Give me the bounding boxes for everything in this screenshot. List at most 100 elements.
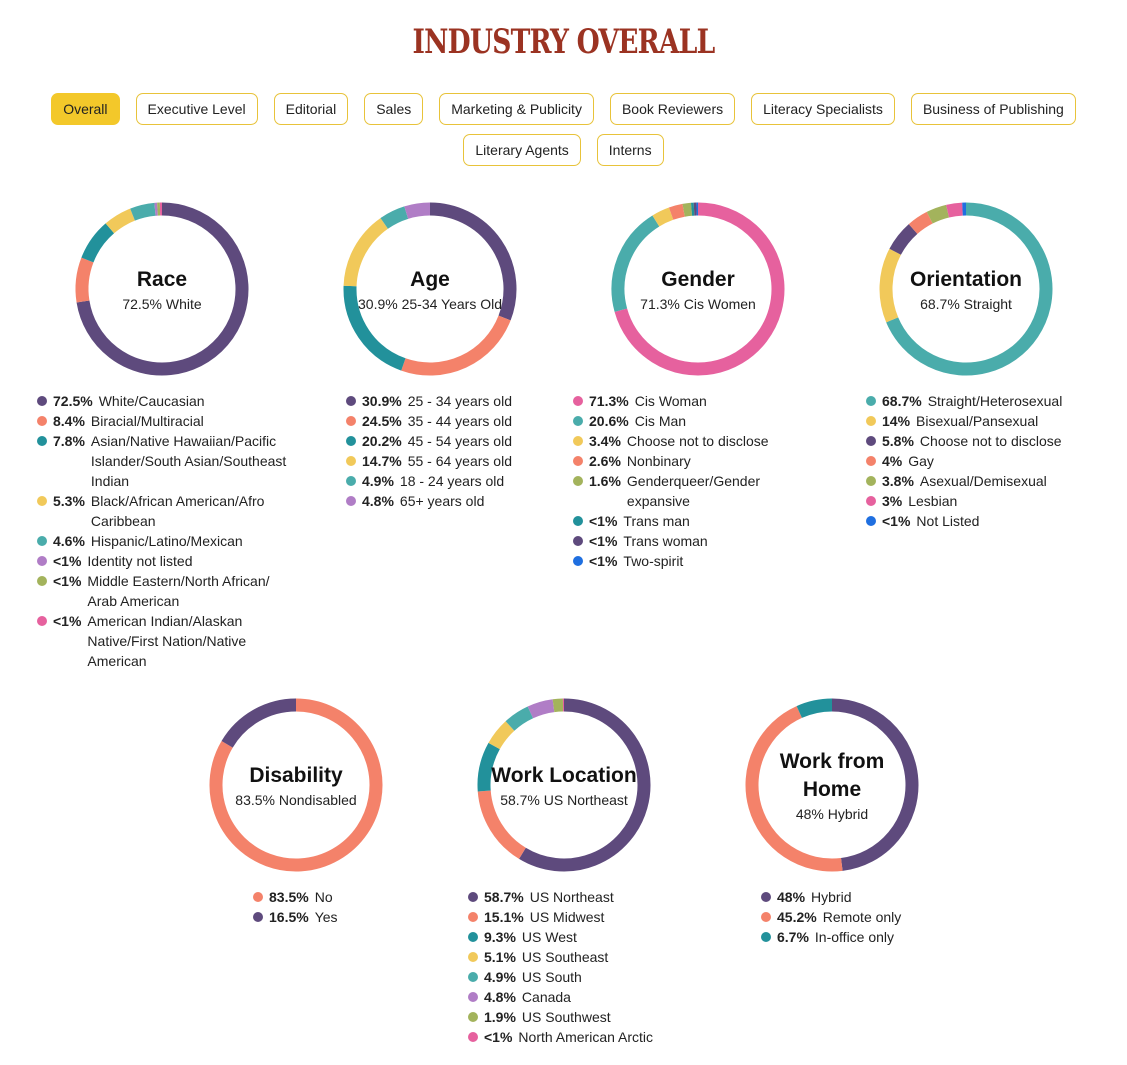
work-location-slice-us-southwest[interactable] (552, 698, 564, 713)
work-location-slice-us-south[interactable] (505, 706, 534, 731)
legend-percent: 6.7% (777, 929, 809, 945)
legend-percent: <1% (53, 613, 82, 629)
legend-label: White/Caucasian (98, 393, 205, 409)
disability-donut-center: Disability 83.5% Nondisabled (206, 695, 386, 875)
tab-sales[interactable]: Sales (364, 93, 424, 125)
disability-slice-no[interactable] (209, 698, 383, 872)
legend-item: 16.5% Yes (253, 907, 403, 927)
orientation-donut-center: Orientation 68.7% Straight (876, 199, 1056, 379)
age-slice-45-54-years-old[interactable] (343, 285, 406, 371)
legend-swatch (37, 396, 47, 406)
race-donut-svg (75, 202, 249, 376)
legend-percent: 20.6% (589, 413, 629, 429)
gender-slice-cis-woman[interactable] (614, 202, 785, 376)
legend-swatch (37, 536, 47, 546)
legend-percent: 16.5% (269, 909, 309, 925)
race-slice-black-african-american-afro-caribbean[interactable] (105, 208, 136, 234)
legend-percent: 5.1% (484, 949, 516, 965)
legend-label: Straight/Heterosexual (927, 393, 1063, 409)
legend-swatch (573, 556, 583, 566)
work-location-slice-us-west[interactable] (477, 742, 500, 792)
legend-item: 4.8% Canada (468, 987, 688, 1007)
legend-swatch (37, 556, 47, 566)
legend-label: Gay (908, 453, 934, 469)
gender-donut-center: Gender 71.3% Cis Women (608, 199, 788, 379)
orientation-slice-bisexual-pansexual[interactable] (879, 248, 902, 323)
race-slice-biracial-multiracial[interactable] (75, 257, 94, 303)
legend-percent: 8.4% (53, 413, 85, 429)
race-slice-white-caucasian[interactable] (76, 202, 249, 376)
disability-slice-yes[interactable] (221, 698, 297, 748)
orientation-slice-straight-heterosexual[interactable] (886, 202, 1053, 376)
legend-label: Canada (521, 989, 571, 1005)
legend-swatch (573, 536, 583, 546)
orientation-slice-gay[interactable] (908, 211, 933, 234)
gender-legend: 71.3% Cis Woman 20.6% Cis Man 3.4% Choose not… (573, 391, 793, 571)
tab-literacy-specialists[interactable]: Literacy Specialists (751, 93, 895, 125)
legend-swatch (346, 476, 356, 486)
legend-percent: <1% (53, 573, 82, 589)
legend-item: 6.7% In-office only (761, 927, 941, 947)
orientation-slice-lesbian[interactable] (946, 202, 963, 218)
legend-swatch (468, 1012, 478, 1022)
legend-label: No (314, 889, 333, 905)
race-slice-asian-native-hawaiian-pacific-islander-south-asian-southeast-indian[interactable] (81, 223, 115, 263)
tab-marketing-and-publicity[interactable]: Marketing & Publicity (439, 93, 594, 125)
legend-label: Yes (314, 909, 338, 925)
legend-swatch (866, 436, 876, 446)
legend-item: <1% Trans woman (573, 531, 793, 551)
legend-item: 83.5% No (253, 887, 403, 907)
orientation-chart-title: Orientation (909, 268, 1022, 291)
tab-executive-level[interactable]: Executive Level (135, 93, 258, 125)
gender-chart-subtitle: 71.3% Cis Women (640, 296, 756, 312)
legend-label: US Southwest (521, 1009, 611, 1025)
legend-item: 14.7% 55 - 64 years old (346, 451, 546, 471)
legend-item: 4.9% US South (468, 967, 688, 987)
orientation-slice-choose-not-to-disclose[interactable] (889, 224, 918, 256)
disability-chart-subtitle: 83.5% Nondisabled (235, 792, 357, 808)
legend-percent: <1% (484, 1029, 513, 1045)
legend-percent: 45.2% (777, 909, 817, 925)
tab-literary-agents[interactable]: Literary Agents (463, 134, 581, 166)
legend-item: 9.3% US West (468, 927, 688, 947)
age-slice-55-64-years-old[interactable] (343, 218, 389, 287)
orientation-slice-asexual-demisexual[interactable] (926, 204, 950, 224)
legend-percent: 4% (882, 453, 903, 469)
gender-slice-genderqueer-gender-expansive[interactable] (682, 202, 693, 217)
tab-book-reviewers[interactable]: Book Reviewers (609, 93, 736, 125)
tab-editorial[interactable]: Editorial (273, 93, 349, 125)
orientation-donut-svg (879, 202, 1053, 376)
gender-slice-nonbinary[interactable] (668, 203, 685, 220)
legend-swatch (468, 932, 478, 942)
work-from-home-slice-in-office-only[interactable] (796, 698, 833, 719)
legend-item: 5.3% Black/African American/Afro Caribbea… (37, 491, 287, 531)
gender-donut-chart: Gender 71.3% Cis Women (608, 199, 788, 379)
race-slice-hispanic-latino-mexican[interactable] (130, 202, 156, 221)
age-slice-25-34-years-old[interactable] (429, 202, 517, 321)
legend-item: 20.6% Cis Man (573, 411, 793, 431)
tab-business-of-publishing[interactable]: Business of Publishing (910, 93, 1076, 125)
age-slice-35-44-years-old[interactable] (401, 315, 511, 376)
tab-interns[interactable]: Interns (596, 134, 664, 166)
age-slice-18-24-years-old[interactable] (380, 206, 409, 229)
legend-percent: 15.1% (484, 909, 524, 925)
work-from-home-slice-remote-only[interactable] (745, 706, 843, 872)
work-from-home-slice-hybrid[interactable] (831, 698, 919, 871)
legend-label: US Midwest (529, 909, 605, 925)
legend-percent: <1% (882, 513, 911, 529)
gender-slice-cis-man[interactable] (611, 215, 660, 312)
work-location-slice-canada[interactable] (527, 699, 555, 719)
work-location-slice-us-northeast[interactable] (519, 698, 651, 872)
legend-label: Bisexual/Pansexual (916, 413, 1039, 429)
gender-chart-title: Gender (661, 268, 735, 291)
age-slice-65-years-old[interactable] (404, 202, 431, 219)
work-location-slice-us-midwest[interactable] (477, 790, 526, 859)
legend-swatch (573, 416, 583, 426)
legend-label: Trans woman (623, 533, 708, 549)
legend-label: Two-spirit (623, 553, 684, 569)
legend-swatch (573, 436, 583, 446)
tab-overall[interactable]: Overall (51, 93, 120, 125)
gender-slice-choose-not-to-disclose[interactable] (652, 207, 674, 227)
legend-swatch (346, 396, 356, 406)
work-location-slice-us-southeast[interactable] (488, 721, 515, 750)
